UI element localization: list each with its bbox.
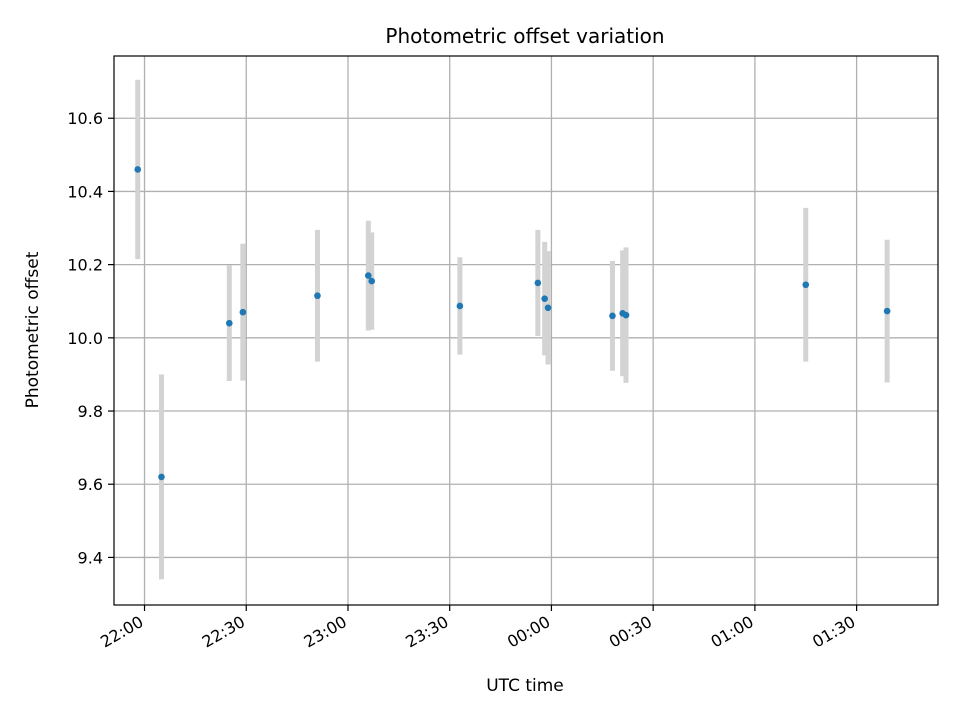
data-point bbox=[622, 311, 630, 319]
data-point bbox=[883, 307, 891, 315]
data-point bbox=[456, 302, 464, 310]
data-point bbox=[534, 279, 542, 287]
y-axis-ticks: 9.4 9.6 9.8 10.0 10.2 10.4 10.6 bbox=[67, 109, 114, 567]
x-axis-label: UTC time bbox=[486, 676, 564, 696]
data-point bbox=[134, 166, 142, 173]
data-point bbox=[802, 281, 810, 289]
chart-title: Photometric offset variation bbox=[385, 24, 664, 48]
y-tick-label: 10.0 bbox=[67, 329, 103, 348]
data-point bbox=[368, 277, 376, 285]
data-point bbox=[158, 473, 165, 481]
y-tick-label: 9.4 bbox=[78, 548, 103, 567]
data-point bbox=[365, 272, 372, 279]
y-axis-label: Photometric offset bbox=[23, 251, 43, 408]
y-tick-label: 9.8 bbox=[78, 402, 103, 421]
y-tick-label: 10.4 bbox=[67, 182, 103, 201]
y-tick-label: 9.6 bbox=[78, 475, 103, 494]
grid bbox=[114, 56, 938, 605]
data-point bbox=[544, 304, 552, 312]
data-points bbox=[134, 166, 891, 481]
data-point bbox=[314, 292, 321, 300]
y-tick-label: 10.2 bbox=[67, 256, 103, 275]
data-point bbox=[239, 308, 247, 316]
data-point bbox=[225, 319, 233, 327]
data-point bbox=[541, 295, 548, 302]
y-tick-label: 10.6 bbox=[67, 109, 103, 128]
plot-area-frame bbox=[113, 55, 939, 606]
data-point bbox=[609, 312, 616, 320]
